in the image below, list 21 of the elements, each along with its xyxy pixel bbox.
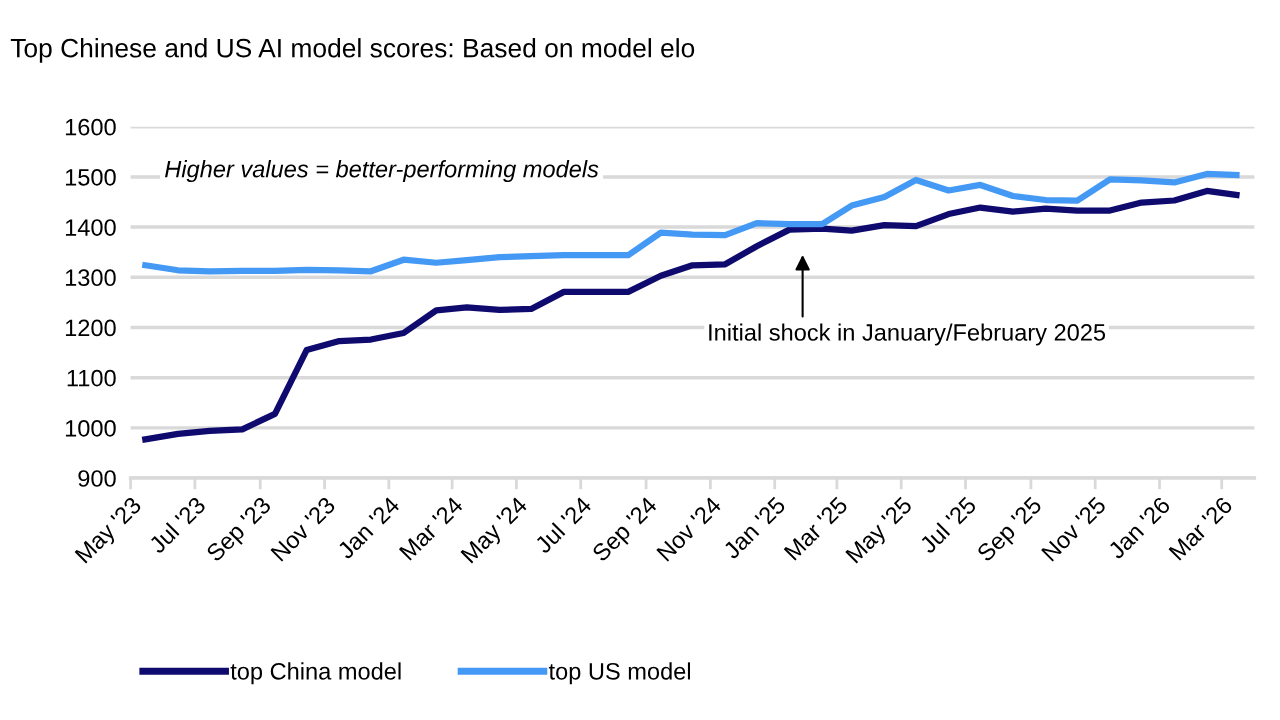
y-tick-label: 1200 (65, 319, 116, 337)
x-tick-label: May '23 (74, 495, 146, 567)
y-tick-label: 1100 (67, 369, 116, 387)
x-tick-label: Jul '23 (147, 495, 207, 555)
x-tick-label: Mar '26 (1168, 495, 1234, 561)
x-tick-label: Nov '25 (1040, 495, 1107, 562)
y-tick-label: 1400 (65, 219, 116, 236)
chart-title: Top Chinese and US AI model scores: Based on model elo (10, 38, 695, 63)
x-tick-label: Nov '24 (656, 495, 723, 562)
y-tick-label: 900 (78, 470, 116, 487)
y-tick-label: 1000 (65, 419, 116, 437)
legend-label: top US model (548, 662, 690, 685)
annotation: Initial shock in January/February 2025 (709, 323, 1106, 346)
x-tick-label: Jul '25 (918, 495, 978, 555)
y-tick-label: 1600 (65, 118, 116, 136)
legend-label: top China model (230, 662, 401, 685)
x-tick-label: Nov '23 (270, 495, 337, 562)
annotation: Higher values = better-performing models (165, 160, 599, 183)
x-tick-label: Jul '24 (533, 495, 593, 555)
y-tick-label: 1500 (65, 168, 116, 186)
y-tick-label: 1300 (65, 269, 116, 287)
